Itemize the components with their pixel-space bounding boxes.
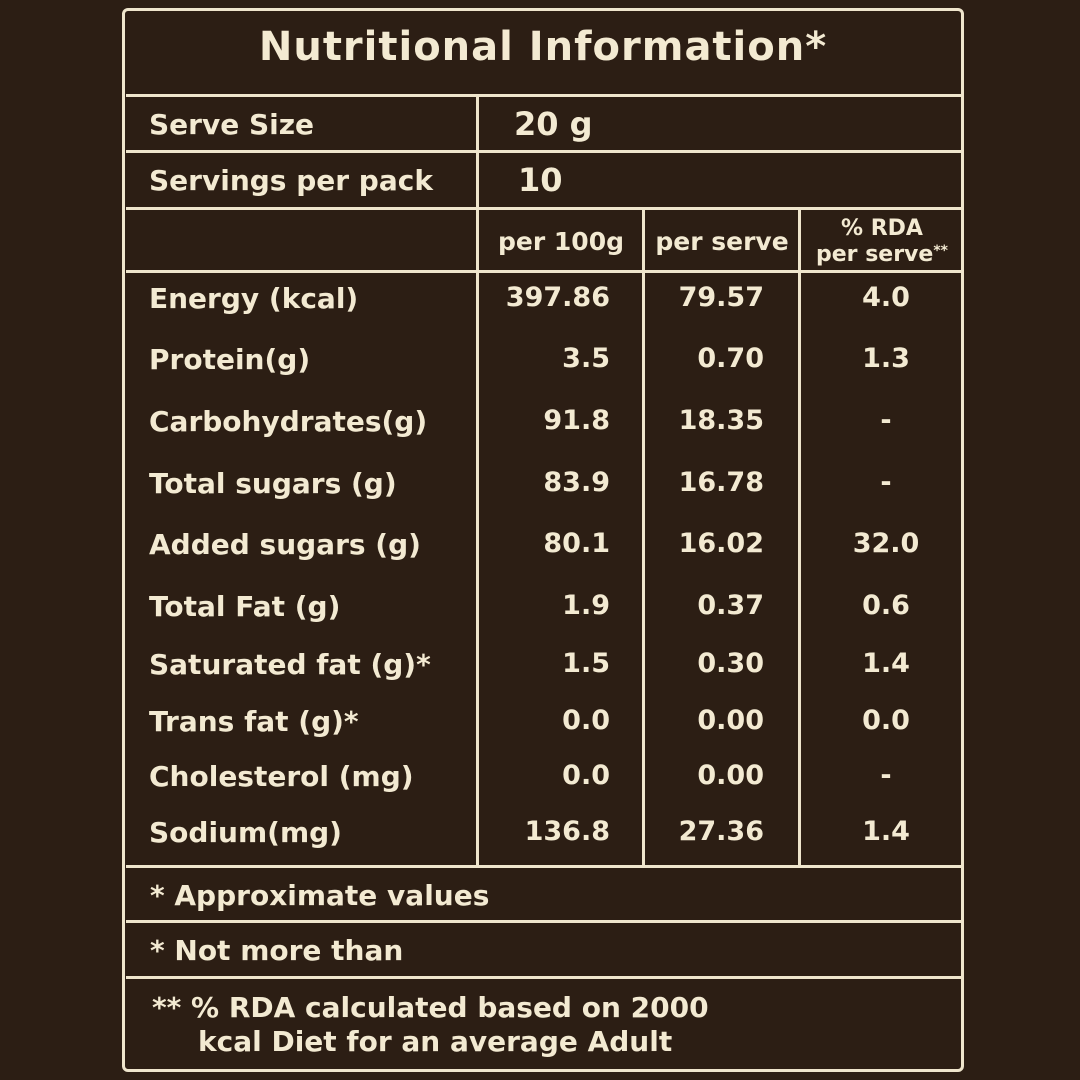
divider [126, 920, 962, 923]
column-divider [798, 210, 801, 865]
divider [126, 976, 962, 979]
value-per-100g: 3.5 [562, 343, 610, 374]
servings-value: 10 [518, 161, 563, 199]
table-title: Nutritional Information* [258, 24, 828, 70]
nutrition-table-frame [122, 8, 964, 1072]
rda-header-line1: % RDA [841, 216, 923, 241]
value-rda: 32.0 [852, 528, 920, 559]
value-rda: 0.0 [862, 705, 910, 736]
value-rda: 0.6 [862, 590, 910, 621]
value-per-serve: 0.70 [697, 343, 764, 374]
value-per-100g: 136.8 [524, 816, 610, 847]
col-header-per-serve: per serve [655, 227, 789, 256]
rda-header-line2: per serve [816, 242, 934, 267]
note-not-more-than: * Not more than [150, 934, 404, 967]
col-header-rda: % RDA per serve** [804, 218, 960, 266]
nutrient-name: Total sugars (g) [149, 467, 397, 500]
divider [126, 207, 962, 210]
value-rda: - [880, 467, 892, 498]
nutrient-name: Sodium(mg) [149, 816, 342, 849]
divider [126, 270, 962, 273]
value-rda: 4.0 [862, 282, 910, 313]
nutrient-name: Added sugars (g) [149, 528, 421, 561]
divider [126, 94, 962, 97]
value-per-100g: 397.86 [505, 282, 610, 313]
value-per-serve: 0.30 [697, 648, 764, 679]
value-per-serve: 0.00 [697, 705, 764, 736]
value-per-serve: 18.35 [678, 405, 764, 436]
column-divider [476, 97, 479, 865]
nutrient-name: Cholesterol (mg) [149, 760, 414, 793]
value-per-100g: 0.0 [562, 760, 610, 791]
nutrient-name: Total Fat (g) [149, 590, 341, 623]
value-rda: - [880, 760, 892, 791]
column-divider [642, 210, 645, 865]
value-rda: 1.4 [862, 648, 910, 679]
note-approximate: * Approximate values [150, 879, 490, 912]
value-rda: 1.4 [862, 816, 910, 847]
nutrient-name: Trans fat (g)* [149, 705, 359, 738]
servings-label: Servings per pack [149, 164, 433, 197]
value-per-100g: 91.8 [543, 405, 610, 436]
serve-size-label: Serve Size [149, 108, 315, 141]
value-per-serve: 27.36 [678, 816, 764, 847]
divider [126, 150, 962, 153]
value-per-100g: 1.9 [562, 590, 610, 621]
value-per-100g: 80.1 [543, 528, 610, 559]
value-per-serve: 79.57 [678, 282, 764, 313]
nutrient-name: Carbohydrates(g) [149, 405, 428, 438]
value-rda: 1.3 [862, 343, 910, 374]
col-header-per100g: per 100g [498, 227, 624, 256]
value-per-100g: 1.5 [562, 648, 610, 679]
value-per-100g: 0.0 [562, 705, 610, 736]
divider [126, 865, 962, 868]
note-rda-line1: ** % RDA calculated based on 2000 [152, 991, 709, 1024]
value-per-100g: 83.9 [543, 467, 610, 498]
serve-size-value: 20 g [514, 105, 593, 143]
value-rda: - [880, 405, 892, 436]
nutrient-name: Protein(g) [149, 343, 311, 376]
value-per-serve: 0.00 [697, 760, 764, 791]
rda-header-mark: ** [933, 243, 948, 259]
value-per-serve: 16.78 [678, 467, 764, 498]
value-per-serve: 0.37 [697, 590, 764, 621]
nutrient-name: Saturated fat (g)* [149, 648, 431, 681]
value-per-serve: 16.02 [678, 528, 764, 559]
nutrient-name: Energy (kcal) [149, 282, 359, 315]
note-rda-line2: kcal Diet for an average Adult [198, 1025, 673, 1058]
